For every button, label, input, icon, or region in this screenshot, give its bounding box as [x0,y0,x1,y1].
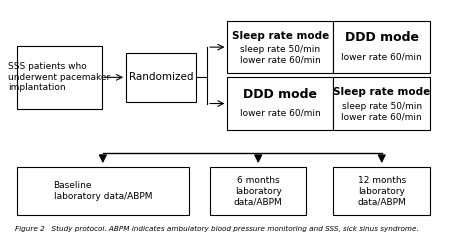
Bar [334,77,430,130]
Bar [126,53,195,102]
Text: sleep rate 50/min
lower rate 60/min: sleep rate 50/min lower rate 60/min [240,45,321,65]
Bar [17,167,189,215]
Bar [228,77,334,130]
Text: DDD mode: DDD mode [345,31,419,44]
Text: lower rate 60/min: lower rate 60/min [240,108,321,117]
Text: DDD mode: DDD mode [244,88,318,101]
Bar [17,46,102,109]
Text: Sleep rate mode: Sleep rate mode [232,31,329,41]
Bar [334,167,430,215]
Text: Figure 2   Study protocol. ABPM indicates ambulatory blood pressure monitoring a: Figure 2 Study protocol. ABPM indicates … [15,226,419,232]
Text: Randomized: Randomized [128,72,193,82]
Text: Baseline
laboratory data/ABPM: Baseline laboratory data/ABPM [54,182,152,201]
Text: 12 months
laboratory
data/ABPM: 12 months laboratory data/ABPM [357,176,406,206]
Text: lower rate 60/min: lower rate 60/min [341,52,422,61]
Text: SSS patients who
underwent pacemaker
implantation: SSS patients who underwent pacemaker imp… [9,62,110,92]
Bar [334,21,430,73]
Bar [228,21,334,73]
Text: sleep rate 50/min
lower rate 60/min: sleep rate 50/min lower rate 60/min [341,102,422,121]
Text: 6 months
laboratory
data/ABPM: 6 months laboratory data/ABPM [234,176,283,206]
Bar [210,167,307,215]
Text: Sleep rate mode: Sleep rate mode [333,87,430,97]
